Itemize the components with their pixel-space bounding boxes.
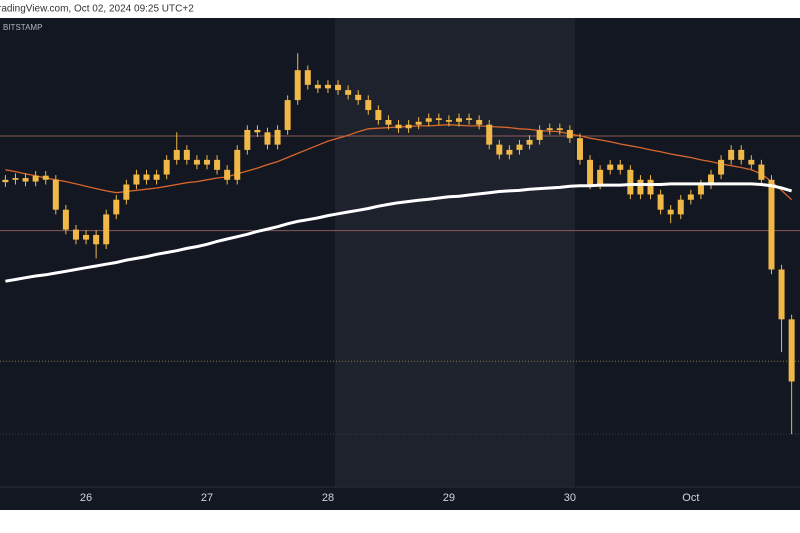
candle-body <box>546 128 553 130</box>
candle-body <box>718 159 725 175</box>
candle-body <box>304 70 311 85</box>
candle-body <box>93 234 100 245</box>
candle-body <box>375 110 382 121</box>
candle-body <box>365 100 372 111</box>
candle-body <box>667 209 674 215</box>
candle-body <box>264 132 271 145</box>
candle-body <box>224 169 231 180</box>
candle-body <box>425 118 432 122</box>
candle-body <box>385 120 392 125</box>
candle-body <box>355 94 362 101</box>
candle-body <box>133 174 140 185</box>
candle-body <box>738 149 745 160</box>
candle-body <box>496 144 503 155</box>
candle-body <box>193 159 200 165</box>
candle-body <box>576 138 583 160</box>
candle-body <box>22 178 29 182</box>
candle-body <box>284 100 291 130</box>
candle-body <box>708 174 714 185</box>
candle-body <box>435 118 442 121</box>
candle-body <box>687 194 694 200</box>
candle-body <box>324 84 331 89</box>
candle-body <box>234 149 241 180</box>
x-tick-label: 27 <box>201 492 213 504</box>
candle-body <box>758 164 765 180</box>
candle-body <box>345 90 352 95</box>
x-tick-label: 29 <box>443 492 455 504</box>
candle-body <box>32 175 39 182</box>
candle-body <box>405 124 412 129</box>
header-bar <box>0 0 800 18</box>
candle-body <box>607 164 614 170</box>
session-highlight <box>335 18 575 487</box>
symbol-label: BITSTAMP <box>3 23 42 32</box>
candle-body <box>62 209 69 230</box>
candle-body <box>2 179 9 183</box>
candle-body <box>788 319 795 382</box>
candle-body <box>254 129 261 133</box>
header-text: radingView.com, Oct 02, 2024 09:25 UTC+2 <box>0 4 194 15</box>
candle-body <box>566 129 573 139</box>
footer-bar <box>0 510 800 533</box>
candle-body <box>476 120 483 125</box>
candle-body <box>728 149 735 160</box>
candle-body <box>657 194 664 210</box>
candle-body <box>627 169 634 195</box>
candle-body <box>395 124 402 129</box>
candle-body <box>526 139 533 145</box>
candle-body <box>335 84 342 91</box>
candle-body <box>536 129 543 140</box>
candle-body <box>294 70 301 101</box>
candle-body <box>173 149 180 160</box>
candle-body <box>153 174 160 180</box>
candle-body <box>597 169 604 185</box>
candle-body <box>637 179 644 195</box>
x-tick-label: 28 <box>322 492 334 504</box>
candle-body <box>647 179 654 195</box>
candle-body <box>123 184 130 200</box>
candle-body <box>12 178 19 180</box>
candle-body <box>143 174 150 180</box>
candle-body <box>677 199 684 215</box>
candle-body <box>486 124 493 145</box>
candle-body <box>445 120 452 122</box>
candle-body <box>456 118 462 122</box>
x-tick-label: 26 <box>80 492 92 504</box>
candle-body <box>72 229 79 240</box>
candle-body <box>697 184 704 195</box>
candle-body <box>506 149 513 155</box>
candle-body <box>42 175 49 180</box>
candle-body <box>52 179 59 210</box>
candle-body <box>214 159 221 170</box>
candle-body <box>748 159 755 165</box>
candle-body <box>103 214 110 245</box>
candle-body <box>768 179 775 270</box>
candle-body <box>314 84 321 89</box>
candle-body <box>113 199 120 215</box>
candle-body <box>415 121 422 125</box>
candle-body <box>778 269 785 320</box>
candle-body <box>516 144 523 150</box>
candle-body <box>617 164 624 170</box>
candle-body <box>204 159 210 165</box>
x-tick-label: Oct <box>682 492 699 504</box>
moving-average <box>5 182 793 283</box>
candle-body <box>163 159 170 175</box>
x-tick-label: 30 <box>564 492 576 504</box>
candle-body <box>83 234 90 240</box>
candle-body <box>183 149 190 160</box>
candle-body <box>274 129 281 145</box>
candle-body <box>466 118 473 121</box>
candle-body <box>556 128 563 130</box>
candle-body <box>244 129 251 150</box>
candle-body <box>587 159 594 185</box>
